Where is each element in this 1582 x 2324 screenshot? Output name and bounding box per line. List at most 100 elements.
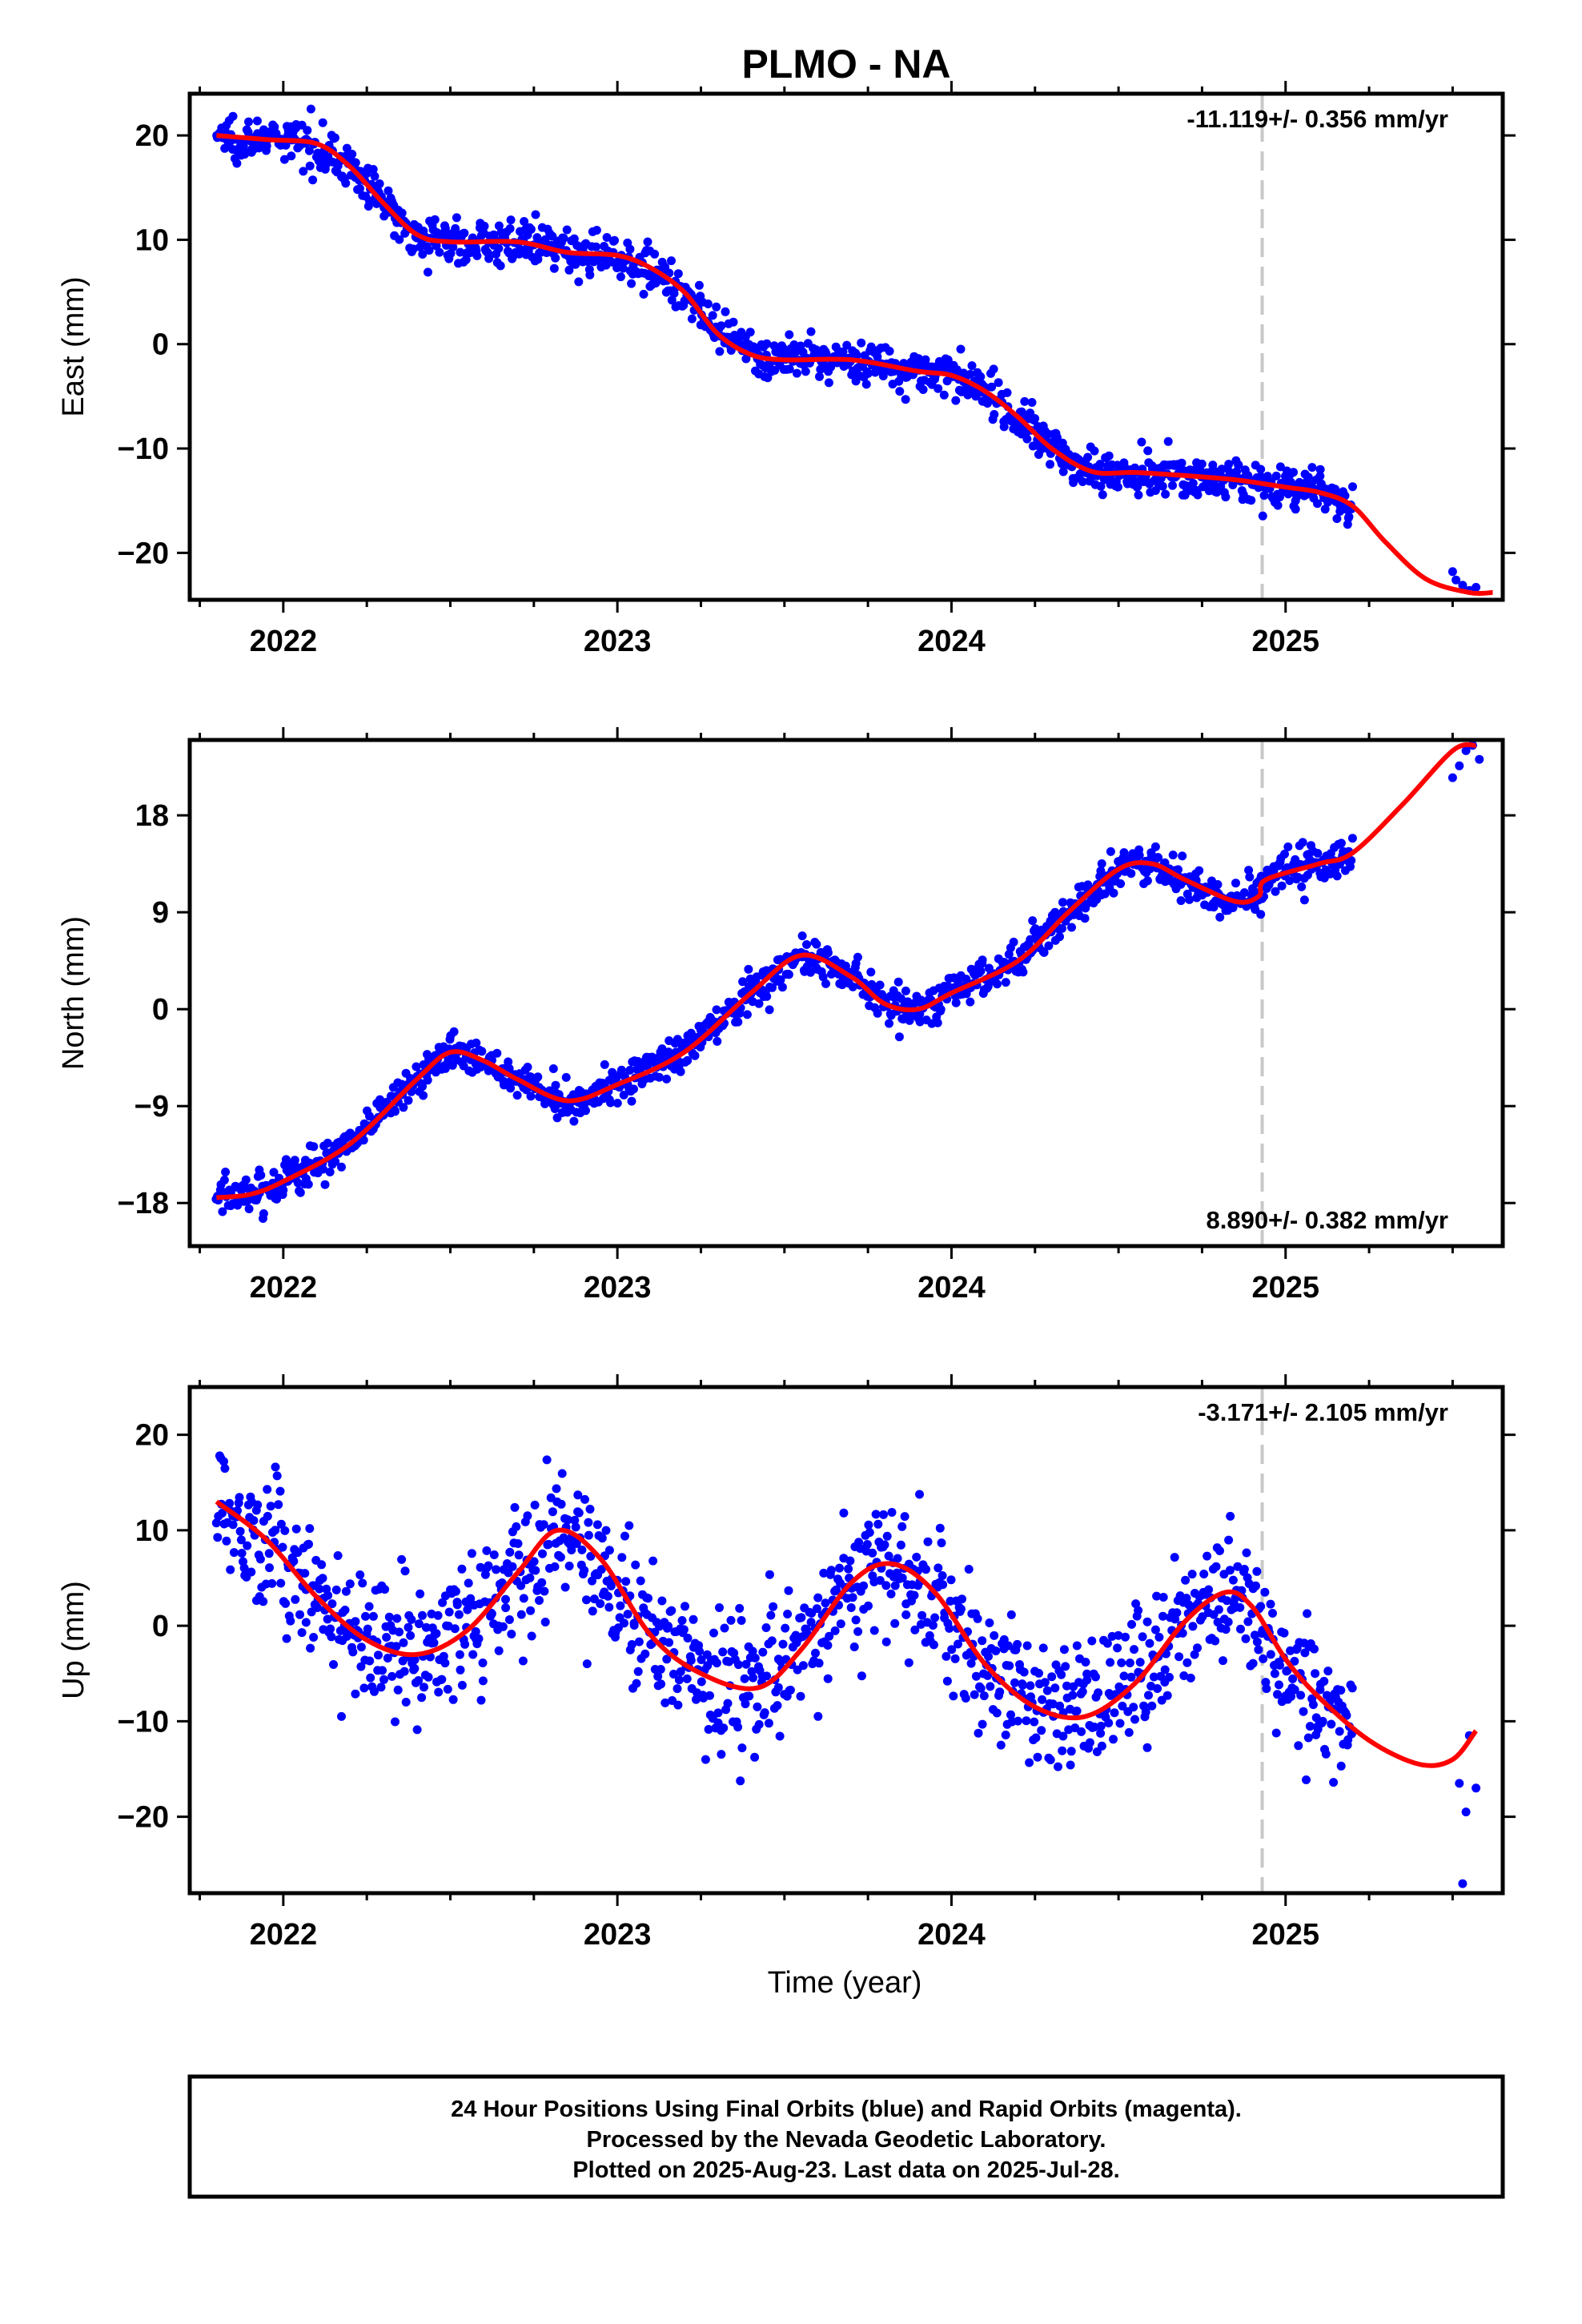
data-point: [318, 1574, 327, 1583]
data-point: [358, 1578, 367, 1588]
data-point: [676, 1667, 685, 1676]
data-point: [243, 1541, 252, 1550]
data-point: [1142, 1743, 1152, 1752]
data-point: [432, 1629, 441, 1638]
data-point: [1127, 1619, 1136, 1629]
data-point: [1129, 1703, 1138, 1712]
data-point: [1126, 869, 1136, 879]
data-point: [535, 1596, 544, 1605]
data-point: [915, 1490, 924, 1499]
data-point: [525, 1573, 535, 1582]
data-point: [219, 1457, 228, 1466]
data-point: [1452, 575, 1461, 585]
data-point: [938, 1571, 947, 1580]
data-point: [631, 1560, 640, 1570]
data-point: [973, 1614, 982, 1623]
data-point: [585, 1505, 595, 1514]
data-point: [219, 1176, 229, 1184]
data-point: [376, 1683, 386, 1692]
data-point: [910, 1625, 920, 1634]
data-point: [325, 1168, 335, 1176]
data-point: [1055, 932, 1064, 942]
data-point: [374, 1651, 383, 1660]
data-point: [1068, 1691, 1078, 1700]
data-point: [601, 1526, 611, 1535]
data-point: [1215, 1546, 1224, 1555]
data-point: [1178, 851, 1187, 861]
data-point: [494, 243, 504, 253]
data-point: [674, 1675, 684, 1685]
data-point: [1458, 1879, 1468, 1888]
data-point: [1116, 879, 1126, 888]
data-point: [1178, 1628, 1187, 1638]
data-point: [1327, 1719, 1336, 1729]
data-point: [648, 1556, 658, 1566]
data-point: [244, 117, 253, 127]
data-point: [263, 1485, 272, 1494]
data-point: [218, 1207, 227, 1216]
data-point: [1150, 1625, 1160, 1634]
data-point: [886, 1589, 896, 1598]
data-point: [1203, 1551, 1212, 1561]
data-point: [551, 253, 560, 263]
data-point: [1050, 1683, 1060, 1693]
x-tick-label: 2022: [250, 1271, 318, 1305]
data-point: [1044, 941, 1054, 951]
data-point: [262, 141, 271, 151]
data-point: [480, 1570, 490, 1579]
data-point: [917, 1610, 927, 1620]
y-tick-label: 0: [152, 993, 169, 1027]
data-point: [433, 1610, 443, 1620]
data-point: [323, 1138, 332, 1148]
data-point: [825, 1631, 834, 1641]
data-point: [516, 1610, 526, 1619]
x-tick-label: 2024: [917, 625, 986, 658]
data-point: [306, 1643, 315, 1653]
data-point: [259, 1597, 268, 1606]
data-point: [712, 1005, 721, 1015]
data-point: [656, 1679, 666, 1689]
data-point: [1110, 1708, 1119, 1718]
data-point: [1285, 876, 1295, 886]
data-point: [1332, 871, 1342, 881]
data-point: [1190, 1650, 1199, 1659]
data-point: [410, 1664, 420, 1673]
data-point: [785, 330, 794, 340]
data-point: [773, 1683, 783, 1692]
data-point: [935, 1523, 945, 1533]
data-point: [418, 1082, 428, 1092]
data-point: [1336, 1686, 1346, 1695]
data-point: [966, 1659, 976, 1668]
data-point: [796, 1691, 805, 1701]
data-point: [1208, 460, 1218, 470]
data-point: [1058, 898, 1067, 907]
data-point: [1145, 1638, 1154, 1648]
data-point: [434, 1687, 444, 1697]
data-point: [1009, 937, 1018, 947]
data-point: [933, 1018, 942, 1027]
data-point: [852, 351, 861, 360]
data-point: [1030, 1717, 1039, 1727]
data-point: [492, 1048, 502, 1058]
data-point: [890, 1618, 900, 1628]
data-point: [1275, 1680, 1283, 1690]
data-point: [819, 1568, 829, 1578]
data-point: [1163, 436, 1173, 446]
data-point: [1294, 1741, 1303, 1751]
data-point: [337, 1711, 346, 1721]
data-point: [241, 1175, 251, 1184]
data-point: [355, 183, 364, 193]
data-point: [654, 1072, 664, 1082]
data-point: [798, 1661, 808, 1671]
data-point: [359, 1683, 369, 1693]
data-point: [1342, 1711, 1351, 1720]
data-point: [418, 250, 428, 259]
data-point: [1236, 1624, 1245, 1634]
data-point: [304, 1539, 313, 1549]
y-tick-label: −10: [118, 432, 169, 466]
data-point: [844, 1564, 853, 1574]
data-point: [869, 1626, 879, 1635]
data-point: [351, 1617, 360, 1626]
data-point: [1106, 846, 1115, 856]
data-point: [921, 1565, 930, 1574]
